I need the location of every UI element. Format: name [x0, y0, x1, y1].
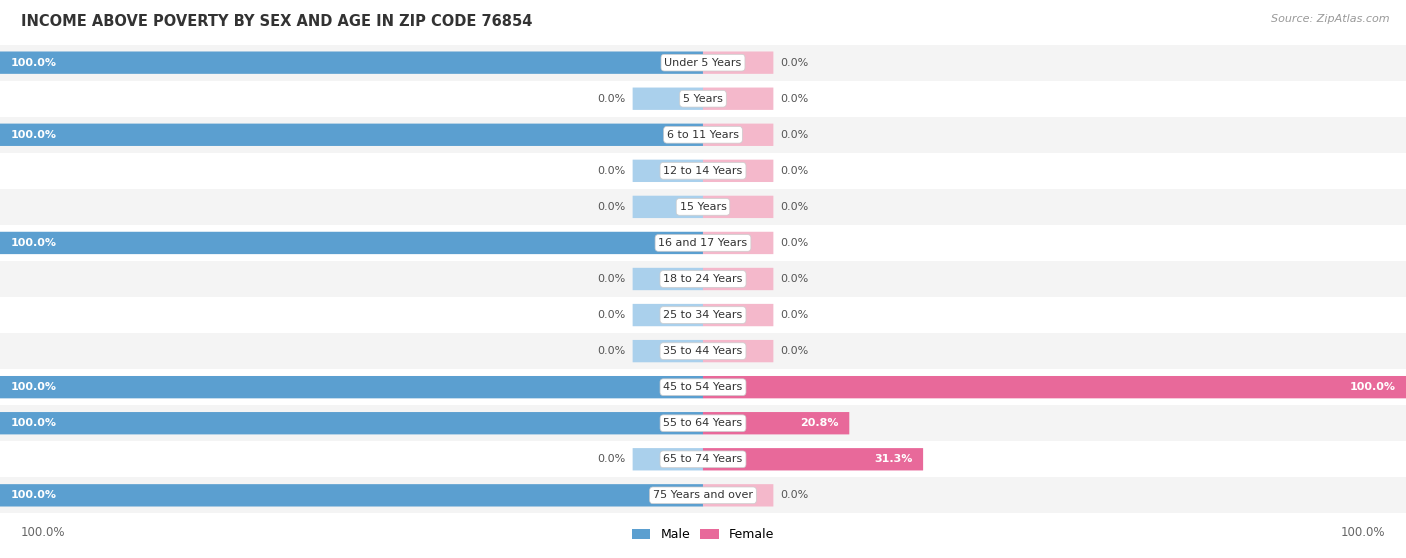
Bar [0, 45, 1406, 81]
Text: 100.0%: 100.0% [10, 57, 56, 68]
FancyBboxPatch shape [703, 232, 773, 254]
Text: 0.0%: 0.0% [780, 490, 808, 501]
Text: 0.0%: 0.0% [780, 310, 808, 320]
FancyBboxPatch shape [703, 124, 773, 146]
Text: INCOME ABOVE POVERTY BY SEX AND AGE IN ZIP CODE 76854: INCOME ABOVE POVERTY BY SEX AND AGE IN Z… [21, 14, 533, 29]
Text: 0.0%: 0.0% [598, 346, 626, 356]
Text: 0.0%: 0.0% [598, 166, 626, 176]
Text: 25 to 34 Years: 25 to 34 Years [664, 310, 742, 320]
Text: 0.0%: 0.0% [598, 454, 626, 464]
FancyBboxPatch shape [0, 232, 703, 254]
FancyBboxPatch shape [633, 304, 703, 326]
Text: 75 Years and over: 75 Years and over [652, 490, 754, 501]
Text: 35 to 44 Years: 35 to 44 Years [664, 346, 742, 356]
Text: 0.0%: 0.0% [598, 310, 626, 320]
Text: 0.0%: 0.0% [780, 346, 808, 356]
Text: 100.0%: 100.0% [1340, 526, 1385, 540]
Text: 16 and 17 Years: 16 and 17 Years [658, 238, 748, 248]
FancyBboxPatch shape [633, 448, 703, 470]
Bar [0, 369, 1406, 405]
Text: 100.0%: 100.0% [10, 130, 56, 140]
Text: 100.0%: 100.0% [1350, 382, 1395, 392]
Text: 100.0%: 100.0% [21, 526, 66, 540]
Text: 100.0%: 100.0% [10, 238, 56, 248]
FancyBboxPatch shape [633, 268, 703, 290]
Bar [0, 225, 1406, 261]
Text: 45 to 54 Years: 45 to 54 Years [664, 382, 742, 392]
Bar [0, 117, 1406, 153]
Text: 0.0%: 0.0% [780, 94, 808, 104]
FancyBboxPatch shape [633, 160, 703, 182]
Text: 100.0%: 100.0% [10, 418, 56, 428]
Text: 65 to 74 Years: 65 to 74 Years [664, 454, 742, 464]
Bar [0, 333, 1406, 369]
Legend: Male, Female: Male, Female [627, 523, 779, 546]
FancyBboxPatch shape [703, 268, 773, 290]
FancyBboxPatch shape [703, 196, 773, 218]
Text: 18 to 24 Years: 18 to 24 Years [664, 274, 742, 284]
Text: 0.0%: 0.0% [780, 130, 808, 140]
Text: 0.0%: 0.0% [598, 202, 626, 212]
Text: 6 to 11 Years: 6 to 11 Years [666, 130, 740, 140]
FancyBboxPatch shape [633, 88, 703, 110]
Bar [0, 261, 1406, 297]
Bar [0, 189, 1406, 225]
Text: 0.0%: 0.0% [598, 274, 626, 284]
Text: 12 to 14 Years: 12 to 14 Years [664, 166, 742, 176]
Bar [0, 477, 1406, 513]
FancyBboxPatch shape [703, 51, 773, 74]
Text: 0.0%: 0.0% [780, 57, 808, 68]
Text: 15 Years: 15 Years [679, 202, 727, 212]
Text: 0.0%: 0.0% [780, 238, 808, 248]
Bar [0, 153, 1406, 189]
Text: 0.0%: 0.0% [780, 274, 808, 284]
FancyBboxPatch shape [703, 88, 773, 110]
FancyBboxPatch shape [703, 412, 849, 434]
FancyBboxPatch shape [703, 304, 773, 326]
Text: 0.0%: 0.0% [780, 202, 808, 212]
FancyBboxPatch shape [633, 196, 703, 218]
FancyBboxPatch shape [703, 376, 1406, 398]
Text: 5 Years: 5 Years [683, 94, 723, 104]
Bar [0, 297, 1406, 333]
FancyBboxPatch shape [0, 376, 703, 398]
Bar [0, 81, 1406, 117]
FancyBboxPatch shape [703, 340, 773, 362]
Text: 100.0%: 100.0% [10, 490, 56, 501]
FancyBboxPatch shape [633, 340, 703, 362]
FancyBboxPatch shape [703, 448, 924, 470]
Bar [0, 441, 1406, 477]
Text: 0.0%: 0.0% [598, 94, 626, 104]
Bar [0, 405, 1406, 441]
Text: 20.8%: 20.8% [800, 418, 838, 428]
Text: 100.0%: 100.0% [10, 382, 56, 392]
FancyBboxPatch shape [0, 124, 703, 146]
FancyBboxPatch shape [0, 51, 703, 74]
Text: Under 5 Years: Under 5 Years [665, 57, 741, 68]
Text: 0.0%: 0.0% [780, 166, 808, 176]
Text: 55 to 64 Years: 55 to 64 Years [664, 418, 742, 428]
Text: 31.3%: 31.3% [875, 454, 912, 464]
FancyBboxPatch shape [703, 484, 773, 507]
FancyBboxPatch shape [0, 484, 703, 507]
FancyBboxPatch shape [0, 412, 703, 434]
Text: Source: ZipAtlas.com: Source: ZipAtlas.com [1271, 14, 1389, 24]
FancyBboxPatch shape [703, 160, 773, 182]
